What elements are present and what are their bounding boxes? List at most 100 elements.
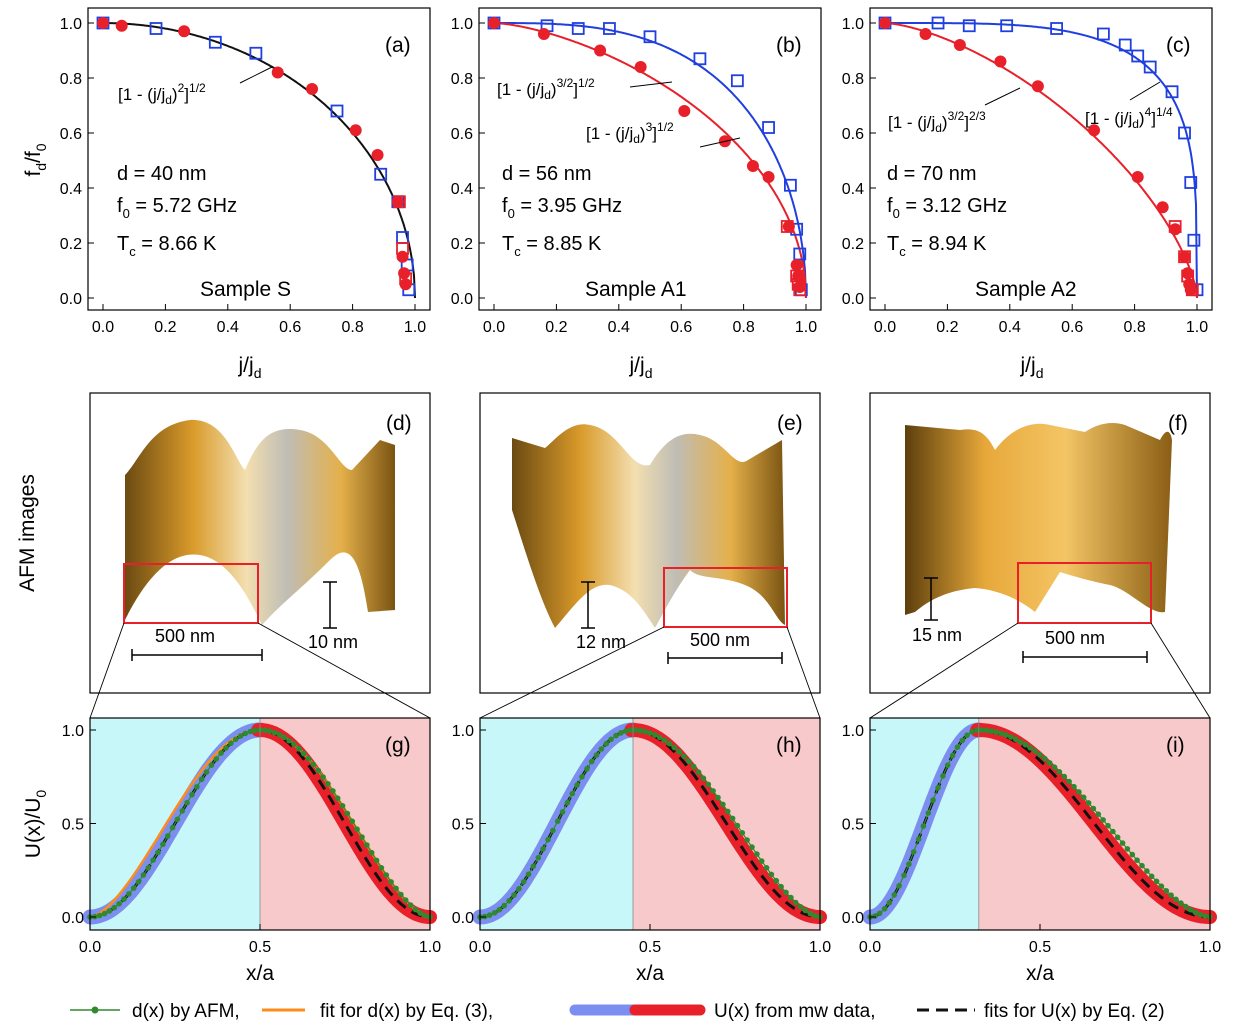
ytick-label-c-4: 0.8	[842, 71, 864, 88]
afm-e-highlight	[663, 567, 788, 628]
green-point-h-69	[812, 913, 818, 919]
green-point-g-20	[184, 799, 190, 806]
green-point-g-19	[179, 808, 186, 814]
green-point-h-65	[792, 899, 799, 906]
green-point-g-69	[422, 912, 428, 919]
green-point-h-47	[705, 781, 712, 788]
green-point-i-68	[1197, 911, 1204, 918]
point-c-s2-1	[919, 28, 932, 40]
green-point-h-27	[608, 736, 614, 743]
green-point-i-63	[1173, 896, 1179, 903]
green-point-h-55	[744, 837, 750, 843]
green-point-i-41	[1066, 778, 1072, 785]
green-point-h-24	[593, 752, 600, 758]
point-c-s2-0	[879, 17, 891, 29]
green-point-i-36	[1042, 755, 1048, 762]
afm-d-height-label: 10 nm	[308, 632, 358, 652]
fit-curve-a-0	[103, 22, 416, 299]
green-point-i-62	[1168, 892, 1174, 898]
ytick-label-c-3: 0.6	[842, 126, 864, 143]
green-point-i-1	[872, 913, 878, 919]
point-b-s0-3	[603, 22, 616, 35]
green-point-h-37	[656, 734, 663, 741]
green-point-h-23	[588, 758, 595, 765]
green-point-i-60	[1158, 883, 1165, 889]
point-c-s0-3	[1000, 19, 1014, 33]
panel-i: 0.0 0.5 1.0 0.0 0.5 1.0 (i)	[842, 717, 1221, 956]
green-point-i-9	[910, 849, 917, 855]
green-point-g-50	[330, 788, 336, 794]
green-point-h-4	[496, 906, 503, 913]
point-a-s0-2	[208, 35, 222, 49]
panel-a: 0.0 0.2 0.4 0.6 0.8 1.0 0.0 0.2 0.4 0.6 0.8 1.0 (a)…	[60, 7, 431, 336]
green-point-h-30	[622, 728, 629, 734]
zoom-connectors	[89, 622, 1211, 719]
green-point-g-6	[116, 901, 122, 907]
green-point-h-17	[559, 809, 566, 815]
point-c-s0-2	[962, 19, 976, 33]
green-point-g-53	[344, 810, 351, 817]
point-b-s2-9	[790, 259, 803, 271]
green-point-h-46	[700, 775, 707, 781]
panel-c-f0: f0 = 3.12 GHz	[887, 195, 1007, 221]
green-point-g-17	[169, 824, 176, 831]
green-point-h-29	[618, 730, 624, 736]
point-c-s0-8	[1143, 60, 1157, 74]
xtick-label-b-0: 0.0	[483, 319, 505, 336]
green-point-g-47	[315, 767, 322, 774]
legend: d(x) by AFM, fit for d(x) by Eq. (3), U(…	[70, 1001, 1165, 1022]
green-point-h-64	[788, 894, 794, 901]
green-point-g-68	[417, 910, 424, 916]
point-b-s2-2	[594, 44, 607, 57]
xtick-label-b-3: 0.6	[670, 319, 692, 336]
connector-f-left	[869, 622, 1019, 719]
legend-green-label: d(x) by AFM,	[132, 1001, 240, 1022]
green-point-g-67	[412, 906, 419, 913]
panel-b-annot1-leader	[629, 81, 673, 88]
green-point-i-32	[1022, 741, 1029, 748]
panel-c-sample: Sample A2	[975, 278, 1077, 301]
green-point-i-29	[1008, 734, 1014, 740]
point-c-s0-12	[1187, 233, 1201, 247]
panel-b-annotation-2: [1 - (j/jd)3]1/2	[586, 120, 674, 146]
panel-a-annotation: [1 - (j/jd)2]1/2	[118, 81, 206, 107]
green-point-g-23	[198, 776, 205, 782]
ytick-label-i-0: 0.0	[842, 910, 864, 927]
panel-b: 0.0 0.2 0.4 0.6 0.8 1.0 0.0 0.2 0.4 0.6 0.8 1.0 (b)…	[451, 7, 822, 336]
green-point-g-9	[130, 885, 137, 891]
green-point-h-28	[613, 732, 619, 739]
green-point-h-26	[603, 740, 610, 747]
green-point-i-45	[1085, 800, 1092, 806]
dashed-fit-h	[479, 728, 820, 919]
green-point-i-50	[1110, 828, 1116, 835]
panel-c-annot2-leader	[1129, 81, 1161, 101]
green-point-i-13	[930, 797, 936, 803]
green-point-i-16	[944, 762, 951, 768]
green-point-i-5	[891, 892, 898, 898]
ytick-label-c-5: 1.0	[842, 16, 864, 33]
panel-b-tc: Tc = 8.85 K	[502, 233, 602, 259]
green-point-h-42	[681, 753, 687, 760]
xtick-label-h-2: 1.0	[809, 939, 831, 956]
green-point-i-30	[1012, 736, 1019, 743]
green-point-h-53	[734, 822, 741, 829]
green-point-i-61	[1163, 888, 1170, 894]
green-point-g-39	[276, 732, 283, 738]
ytick-label-b-0: 0.0	[451, 291, 473, 308]
point-a-s2-3	[271, 66, 284, 79]
point-b-s0-6	[730, 74, 744, 88]
afm-e-scale-label: 500 nm	[690, 630, 750, 650]
ytick-label-c-0: 0.0	[842, 291, 864, 308]
ytick-label-i-1: 0.5	[842, 817, 864, 834]
green-point-g-41	[286, 737, 292, 744]
green-point-h-58	[758, 858, 765, 864]
green-point-i-56	[1139, 862, 1145, 869]
panel-g-frame	[89, 717, 431, 931]
green-point-i-3	[881, 906, 888, 912]
green-point-i-67	[1192, 909, 1199, 916]
green-point-h-20	[574, 782, 580, 788]
point-b-s2-6	[746, 160, 759, 172]
panel-a-tc: Tc = 8.66 K	[117, 233, 217, 259]
green-point-h-54	[739, 830, 746, 836]
point-b-s0-7	[762, 121, 775, 134]
